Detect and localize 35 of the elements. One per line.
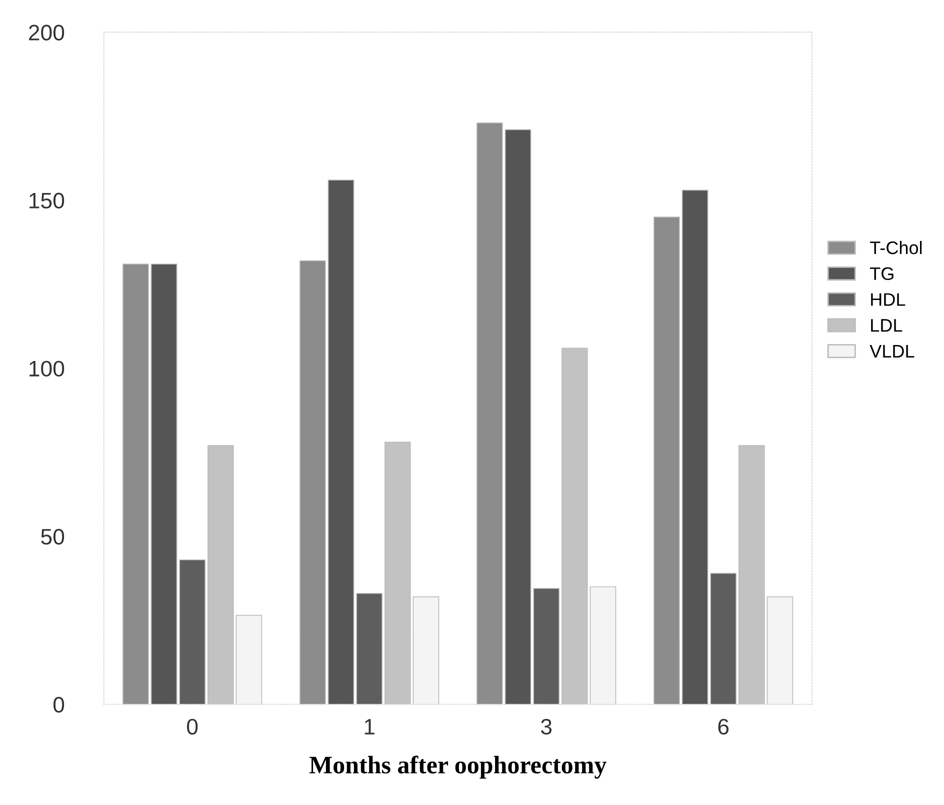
bar xyxy=(738,445,765,704)
bar xyxy=(150,264,178,704)
bar xyxy=(122,264,149,704)
bar xyxy=(207,445,234,704)
legend-label: LDL xyxy=(871,319,902,332)
legend-label: HDL xyxy=(871,293,906,306)
y-tick-label: 50 xyxy=(41,528,64,545)
legend-label: TG xyxy=(870,267,894,280)
y-tick-label: 100 xyxy=(30,360,64,377)
bar xyxy=(710,572,737,704)
bar xyxy=(654,216,680,704)
bar xyxy=(328,180,354,704)
bar xyxy=(504,129,532,704)
bar xyxy=(561,348,588,704)
bar xyxy=(590,586,616,704)
bar xyxy=(766,596,794,704)
bar xyxy=(300,260,326,704)
bar xyxy=(412,596,440,704)
x-tick-label: 1 xyxy=(364,719,374,734)
bar xyxy=(236,614,262,704)
bar xyxy=(533,588,560,704)
x-axis-title: Months after oophorectomy xyxy=(309,756,606,779)
bar xyxy=(179,559,206,704)
bar xyxy=(682,190,708,704)
legend-label: T-Chol xyxy=(870,240,922,254)
y-tick-label: 200 xyxy=(28,24,64,40)
x-tick-label: 3 xyxy=(541,718,552,735)
legend-label: VLDL xyxy=(870,345,914,358)
bar xyxy=(476,122,503,704)
y-tick-label: 150 xyxy=(30,192,64,209)
x-tick-label: 6 xyxy=(718,718,729,735)
bar xyxy=(356,593,383,704)
y-tick-label: 0 xyxy=(53,696,64,713)
x-tick-label: 0 xyxy=(187,718,198,735)
bar xyxy=(384,442,411,704)
